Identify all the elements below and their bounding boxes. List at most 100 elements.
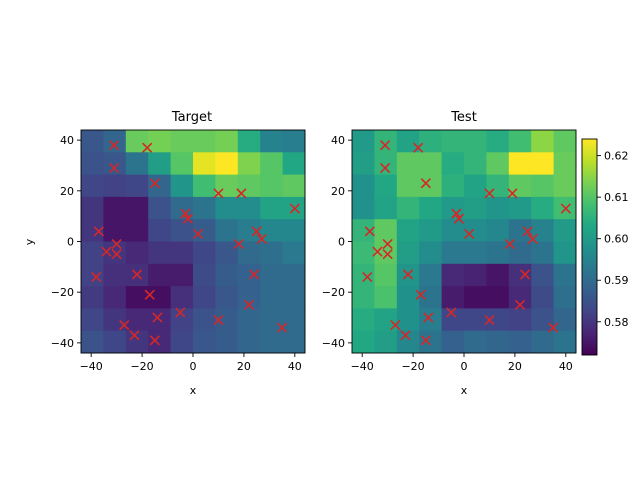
target-heatmap-cell (81, 308, 104, 332)
target-scatter-point (248, 269, 260, 280)
target-heatmap-cell (81, 330, 104, 354)
target-heatmap-cell (282, 130, 306, 153)
test-heatmap-cell (464, 152, 487, 175)
test-scatter-point (372, 246, 383, 257)
test-y-tick-label: −40 (322, 337, 345, 350)
test-heatmap-cell (419, 286, 442, 309)
test-heatmap-cell (352, 330, 375, 354)
test-heatmap-cell (486, 241, 510, 265)
target-heatmap-cell (193, 241, 216, 265)
test-y-ticks: −40 −20 0 20 40 (322, 134, 352, 350)
test-heatmap-cell (508, 308, 532, 332)
test-y-tick-label: 40 (331, 134, 345, 147)
test-x-tick-label: −40 (351, 360, 374, 373)
target-heatmap-cell (103, 219, 127, 242)
test-heatmap-cell (441, 219, 465, 242)
target-scatter-point (149, 178, 160, 189)
test-heatmap-cell (508, 286, 532, 309)
target-heatmap-cell (260, 152, 283, 175)
target-heatmap-cell (282, 263, 306, 287)
test-heatmap-cell (396, 286, 420, 309)
target-heatmap-cell (237, 241, 261, 265)
test-heatmap-cell (486, 263, 510, 287)
target-scatter-point (119, 319, 130, 331)
target-heatmap-cell (260, 308, 283, 332)
target-heatmap-cell (260, 196, 283, 220)
test-heatmap-cell (419, 196, 442, 220)
colorbar-frame (581, 138, 598, 356)
target-heatmap-cell (260, 130, 283, 153)
test-scatter-point (514, 299, 526, 310)
colorbar-gradient (582, 139, 597, 355)
target-scatter-point (175, 307, 186, 318)
target-heatmap-cell (260, 263, 283, 287)
test-scatter-point (484, 188, 495, 199)
test-heatmap-cell (553, 286, 577, 309)
test-x-axis-label: x (461, 384, 468, 397)
test-heatmap-cell (486, 330, 510, 354)
target-heatmap-cell (282, 219, 306, 242)
test-heatmap-cell (419, 330, 442, 354)
test-heatmap-cell (531, 174, 554, 198)
test-scatter-point (547, 322, 559, 333)
test-scatter-point (382, 238, 393, 250)
test-heatmap-cell (531, 241, 554, 265)
test-heatmap-cell (374, 174, 398, 198)
test-heatmap-cell (396, 330, 420, 354)
target-heatmap-cell (215, 330, 239, 354)
test-heatmap-cell (508, 219, 532, 242)
colorbar-tick-label: 0.58 (604, 316, 629, 329)
test-heatmap-cell (553, 152, 577, 175)
test-x-tick-label: 40 (559, 360, 573, 373)
test-heatmap-cell (352, 196, 375, 220)
test-heatmap-cell (419, 219, 442, 242)
test-scatter-point (402, 269, 414, 280)
target-heatmap-cell (170, 196, 194, 220)
test-scatter-point (446, 307, 457, 318)
target-heatmap-cell (215, 286, 239, 309)
test-heatmap-cell (553, 241, 577, 265)
test-heatmap-cell (553, 130, 577, 153)
target-heatmap-cell (125, 286, 149, 309)
target-scatter-point (256, 233, 267, 245)
test-scatter-point (504, 238, 515, 250)
test-heatmap-cell (531, 286, 554, 309)
test-heatmap-cell (352, 152, 375, 175)
target-heatmap-cell (215, 130, 239, 153)
target-heatmap-cell (282, 241, 306, 265)
test-heatmap-cell (374, 152, 398, 175)
target-heatmap-cell (237, 286, 261, 309)
target-chart-title: Target (171, 110, 212, 125)
target-heatmap-cell (81, 152, 104, 175)
test-heatmap-cell (396, 196, 420, 220)
target-y-tick-label: 20 (60, 185, 74, 198)
target-heatmap-cell (125, 174, 149, 198)
target-scatter-markers (91, 140, 300, 346)
test-heatmap-cell (531, 330, 554, 354)
target-heatmap-cell (103, 130, 127, 153)
test-scatter-point (420, 335, 431, 346)
test-chart-title: Test (450, 110, 477, 125)
target-heatmap-cell (125, 152, 149, 175)
test-scatter-point (382, 249, 393, 260)
target-heatmap-cell (148, 152, 171, 175)
test-heatmap-cell (464, 308, 487, 332)
target-heatmap-cell (215, 241, 239, 265)
target-x-ticks: −40 −20 0 20 40 (80, 353, 302, 373)
target-heatmap-cell (125, 308, 149, 332)
test-heatmap-cell (396, 219, 420, 242)
target-heatmap-cell (260, 241, 283, 265)
test-heatmap-cell (553, 330, 577, 354)
test-heatmap-cell (441, 286, 465, 309)
test-heatmap-cell (464, 219, 487, 242)
target-heatmap-cell (215, 308, 239, 332)
test-scatter-point (484, 314, 495, 326)
test-heatmap-cell (441, 152, 465, 175)
target-heatmap-cell (260, 286, 283, 309)
target-heatmap-cell (125, 130, 149, 153)
target-heatmap-cell (237, 219, 261, 242)
test-scatter-point (379, 140, 391, 151)
test-heatmap-cell (352, 286, 375, 309)
target-heatmap-cell (215, 152, 239, 175)
test-scatter-point (423, 312, 434, 323)
